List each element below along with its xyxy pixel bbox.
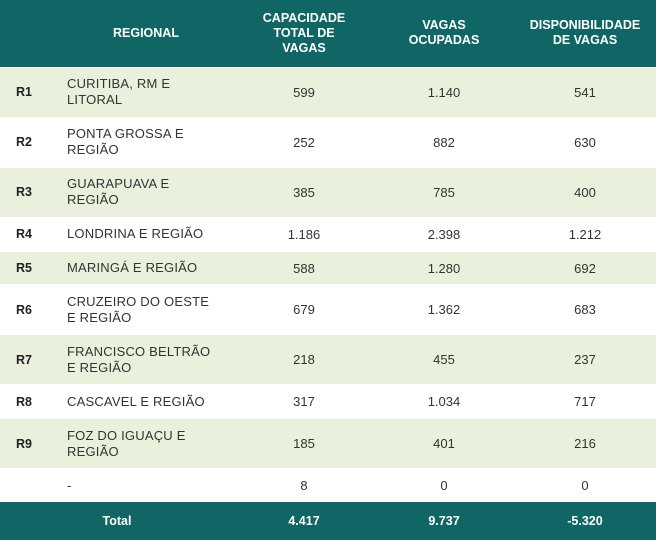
table-row: R2 PONTA GROSSA E REGIÃO 252 882 630 [0, 116, 656, 167]
row-name: PONTA GROSSA E REGIÃO [58, 126, 234, 158]
row-capacity: 252 [293, 134, 315, 150]
row-code: R8 [16, 394, 32, 409]
row-availability: 400 [574, 184, 596, 200]
table-row: R6 CRUZEIRO DO OESTE E REGIÃO 679 1.362 … [0, 284, 656, 335]
row-availability: 216 [574, 436, 596, 452]
row-capacity: 599 [293, 84, 315, 100]
row-code: R1 [16, 85, 32, 100]
row-name-text: FOZ DO IGUAÇU E REGIÃO [67, 427, 186, 459]
row-capacity: 385 [293, 184, 315, 200]
row-availability: 630 [574, 134, 596, 150]
row-name: CASCAVEL E REGIÃO [58, 394, 234, 410]
row-code: R5 [16, 261, 32, 275]
row-occupied: 455 [433, 352, 455, 368]
row-name: CRUZEIRO DO OESTE E REGIÃO [58, 294, 234, 326]
row-availability: 1.212 [568, 226, 602, 242]
row-availability: 717 [574, 394, 596, 410]
row-occupied: 1.140 [427, 84, 461, 100]
header-regional-label: REGIONAL [113, 25, 179, 40]
row-capacity: 588 [293, 260, 315, 276]
row-capacity: 317 [293, 394, 315, 410]
row-name-text: LONDRINA E REGIÃO [67, 226, 204, 242]
row-name-text: CRUZEIRO DO OESTE E REGIÃO [67, 293, 210, 325]
table-row: - 8 0 0 [0, 468, 656, 503]
row-capacity: 218 [293, 352, 315, 368]
row-name-text: CURITIBA, RM E LITORAL [67, 76, 171, 108]
row-availability: 237 [574, 352, 596, 368]
header-availability: DISPONIBILIDADE DE VAGAS [514, 18, 656, 48]
table-row: R7 FRANCISCO BELTRÃO E REGIÃO 218 455 23… [0, 334, 656, 385]
total-capacity: 4.417 [288, 514, 320, 529]
row-code: R4 [16, 227, 32, 242]
row-capacity: 185 [293, 436, 315, 452]
row-capacity: 679 [293, 302, 315, 318]
table-row: R9 FOZ DO IGUAÇU E REGIÃO 185 401 216 [0, 418, 656, 469]
row-occupied: 0 [440, 478, 448, 494]
row-occupied: 882 [433, 134, 455, 150]
total-label: Total [102, 514, 132, 529]
row-name-text: - [67, 477, 72, 493]
row-name: - [58, 478, 234, 494]
row-code: R7 [16, 352, 32, 367]
row-occupied: 785 [433, 184, 455, 200]
row-name: CURITIBA, RM E LITORAL [58, 76, 234, 108]
table-row: R8 CASCAVEL E REGIÃO 317 1.034 717 [0, 384, 656, 419]
row-name: GUARAPUAVA E REGIÃO [58, 176, 234, 208]
row-occupied: 401 [433, 436, 455, 452]
row-availability: 683 [574, 302, 596, 318]
row-capacity: 1.186 [287, 226, 321, 242]
table-row: R4 LONDRINA E REGIÃO 1.186 2.398 1.212 [0, 216, 656, 251]
table-row: R3 GUARAPUAVA E REGIÃO 385 785 400 [0, 166, 656, 217]
table-row: R1 CURITIBA, RM E LITORAL 599 1.140 541 [0, 66, 656, 117]
total-occupied: 9.737 [428, 514, 460, 529]
header-capacity: CAPACIDADE TOTAL DE VAGAS [234, 11, 374, 56]
row-capacity: 8 [300, 478, 308, 494]
row-name-text: FRANCISCO BELTRÃO E REGIÃO [67, 343, 211, 375]
header-regional: REGIONAL [58, 26, 234, 41]
row-name: LONDRINA E REGIÃO [58, 226, 234, 242]
row-name-text: MARINGÁ E REGIÃO [67, 260, 198, 275]
header-occupied-label: VAGAS OCUPADAS [408, 18, 480, 48]
row-availability: 692 [574, 260, 596, 276]
row-name: FOZ DO IGUAÇU E REGIÃO [58, 428, 234, 460]
row-name-text: GUARAPUAVA E REGIÃO [67, 176, 170, 208]
row-name: MARINGÁ E REGIÃO [58, 260, 234, 276]
table-row: R5 MARINGÁ E REGIÃO 588 1.280 692 [0, 250, 656, 285]
header-availability-label: DISPONIBILIDADE DE VAGAS [529, 18, 641, 48]
row-code: R3 [16, 185, 32, 200]
row-availability: 0 [581, 478, 589, 494]
row-availability: 541 [574, 84, 596, 100]
row-name-text: CASCAVEL E REGIÃO [67, 393, 205, 409]
row-occupied: 2.398 [427, 226, 461, 242]
row-code: R6 [16, 302, 32, 317]
total-row: Total 4.417 9.737 -5.320 [0, 502, 656, 540]
row-code: R9 [16, 436, 32, 451]
total-availability: -5.320 [567, 514, 603, 529]
row-code: R2 [16, 135, 32, 150]
row-occupied: 1.280 [427, 260, 461, 276]
table-header: REGIONAL CAPACIDADE TOTAL DE VAGAS VAGAS… [0, 0, 656, 67]
header-capacity-label: CAPACIDADE TOTAL DE VAGAS [262, 10, 346, 55]
row-name: FRANCISCO BELTRÃO E REGIÃO [58, 344, 234, 376]
row-name-text: PONTA GROSSA E REGIÃO [67, 126, 184, 158]
row-occupied: 1.362 [427, 302, 461, 318]
header-occupied: VAGAS OCUPADAS [374, 18, 514, 48]
row-occupied: 1.034 [427, 394, 461, 410]
